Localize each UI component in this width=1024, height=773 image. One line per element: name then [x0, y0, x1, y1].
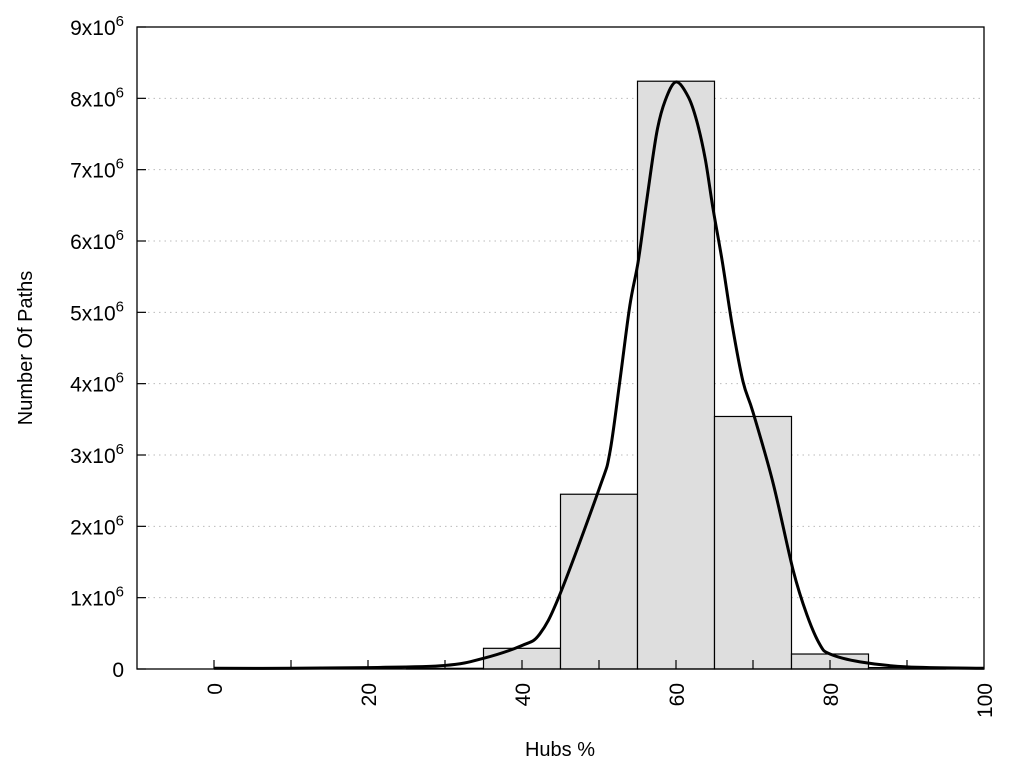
y-tick-label: 0: [112, 659, 124, 682]
y-tick-label: 6x106: [70, 227, 124, 254]
bar: [559, 493, 639, 670]
x-tick-label: 80: [820, 683, 843, 706]
bar: [713, 415, 793, 670]
y-axis: 0 1x106 2x106 3x106 4x106 5x106 6x106 7x106 8x10…: [70, 13, 146, 682]
x-tick-label: 0: [204, 683, 227, 695]
x-tick-label: 60: [666, 683, 689, 706]
y-tick-label: 3x106: [70, 441, 124, 468]
x-tick-label: 20: [358, 683, 381, 706]
y-tick-label: 5x106: [70, 298, 124, 325]
fit-curve: [213, 80, 985, 670]
bars: [405, 80, 947, 670]
fit-curve-line: [213, 80, 985, 670]
x-axis-label: Hubs %: [525, 739, 595, 761]
y-tick-label: 9x106: [70, 13, 124, 40]
x-tick-label: 100: [974, 683, 997, 718]
plot-frame: [136, 26, 985, 670]
x-tick-label: 40: [512, 683, 535, 706]
y-axis-label: Number Of Paths: [15, 271, 37, 426]
y-tick-label: 8x106: [70, 84, 124, 111]
y-tick-label: 1x106: [70, 584, 124, 611]
y-tick-label: 7x106: [70, 156, 124, 183]
y-tick-label: 2x106: [70, 512, 124, 539]
y-tick-label: 4x106: [70, 370, 124, 397]
x-axis: 0 20 40 60 80 100: [204, 660, 997, 718]
bar: [636, 80, 716, 670]
